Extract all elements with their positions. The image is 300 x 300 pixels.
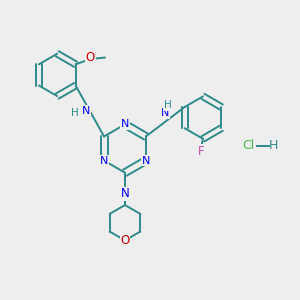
Text: F: F [198, 145, 205, 158]
Text: N: N [161, 109, 170, 118]
Text: H: H [164, 100, 172, 110]
Text: N: N [121, 119, 129, 129]
Text: N: N [100, 156, 108, 166]
Text: H: H [71, 108, 79, 118]
Text: Cl: Cl [242, 139, 255, 152]
Text: O: O [120, 234, 130, 247]
Text: N: N [82, 106, 91, 116]
Text: O: O [86, 51, 95, 64]
Text: H: H [269, 139, 278, 152]
Text: N: N [142, 156, 150, 166]
Text: N: N [121, 188, 129, 200]
